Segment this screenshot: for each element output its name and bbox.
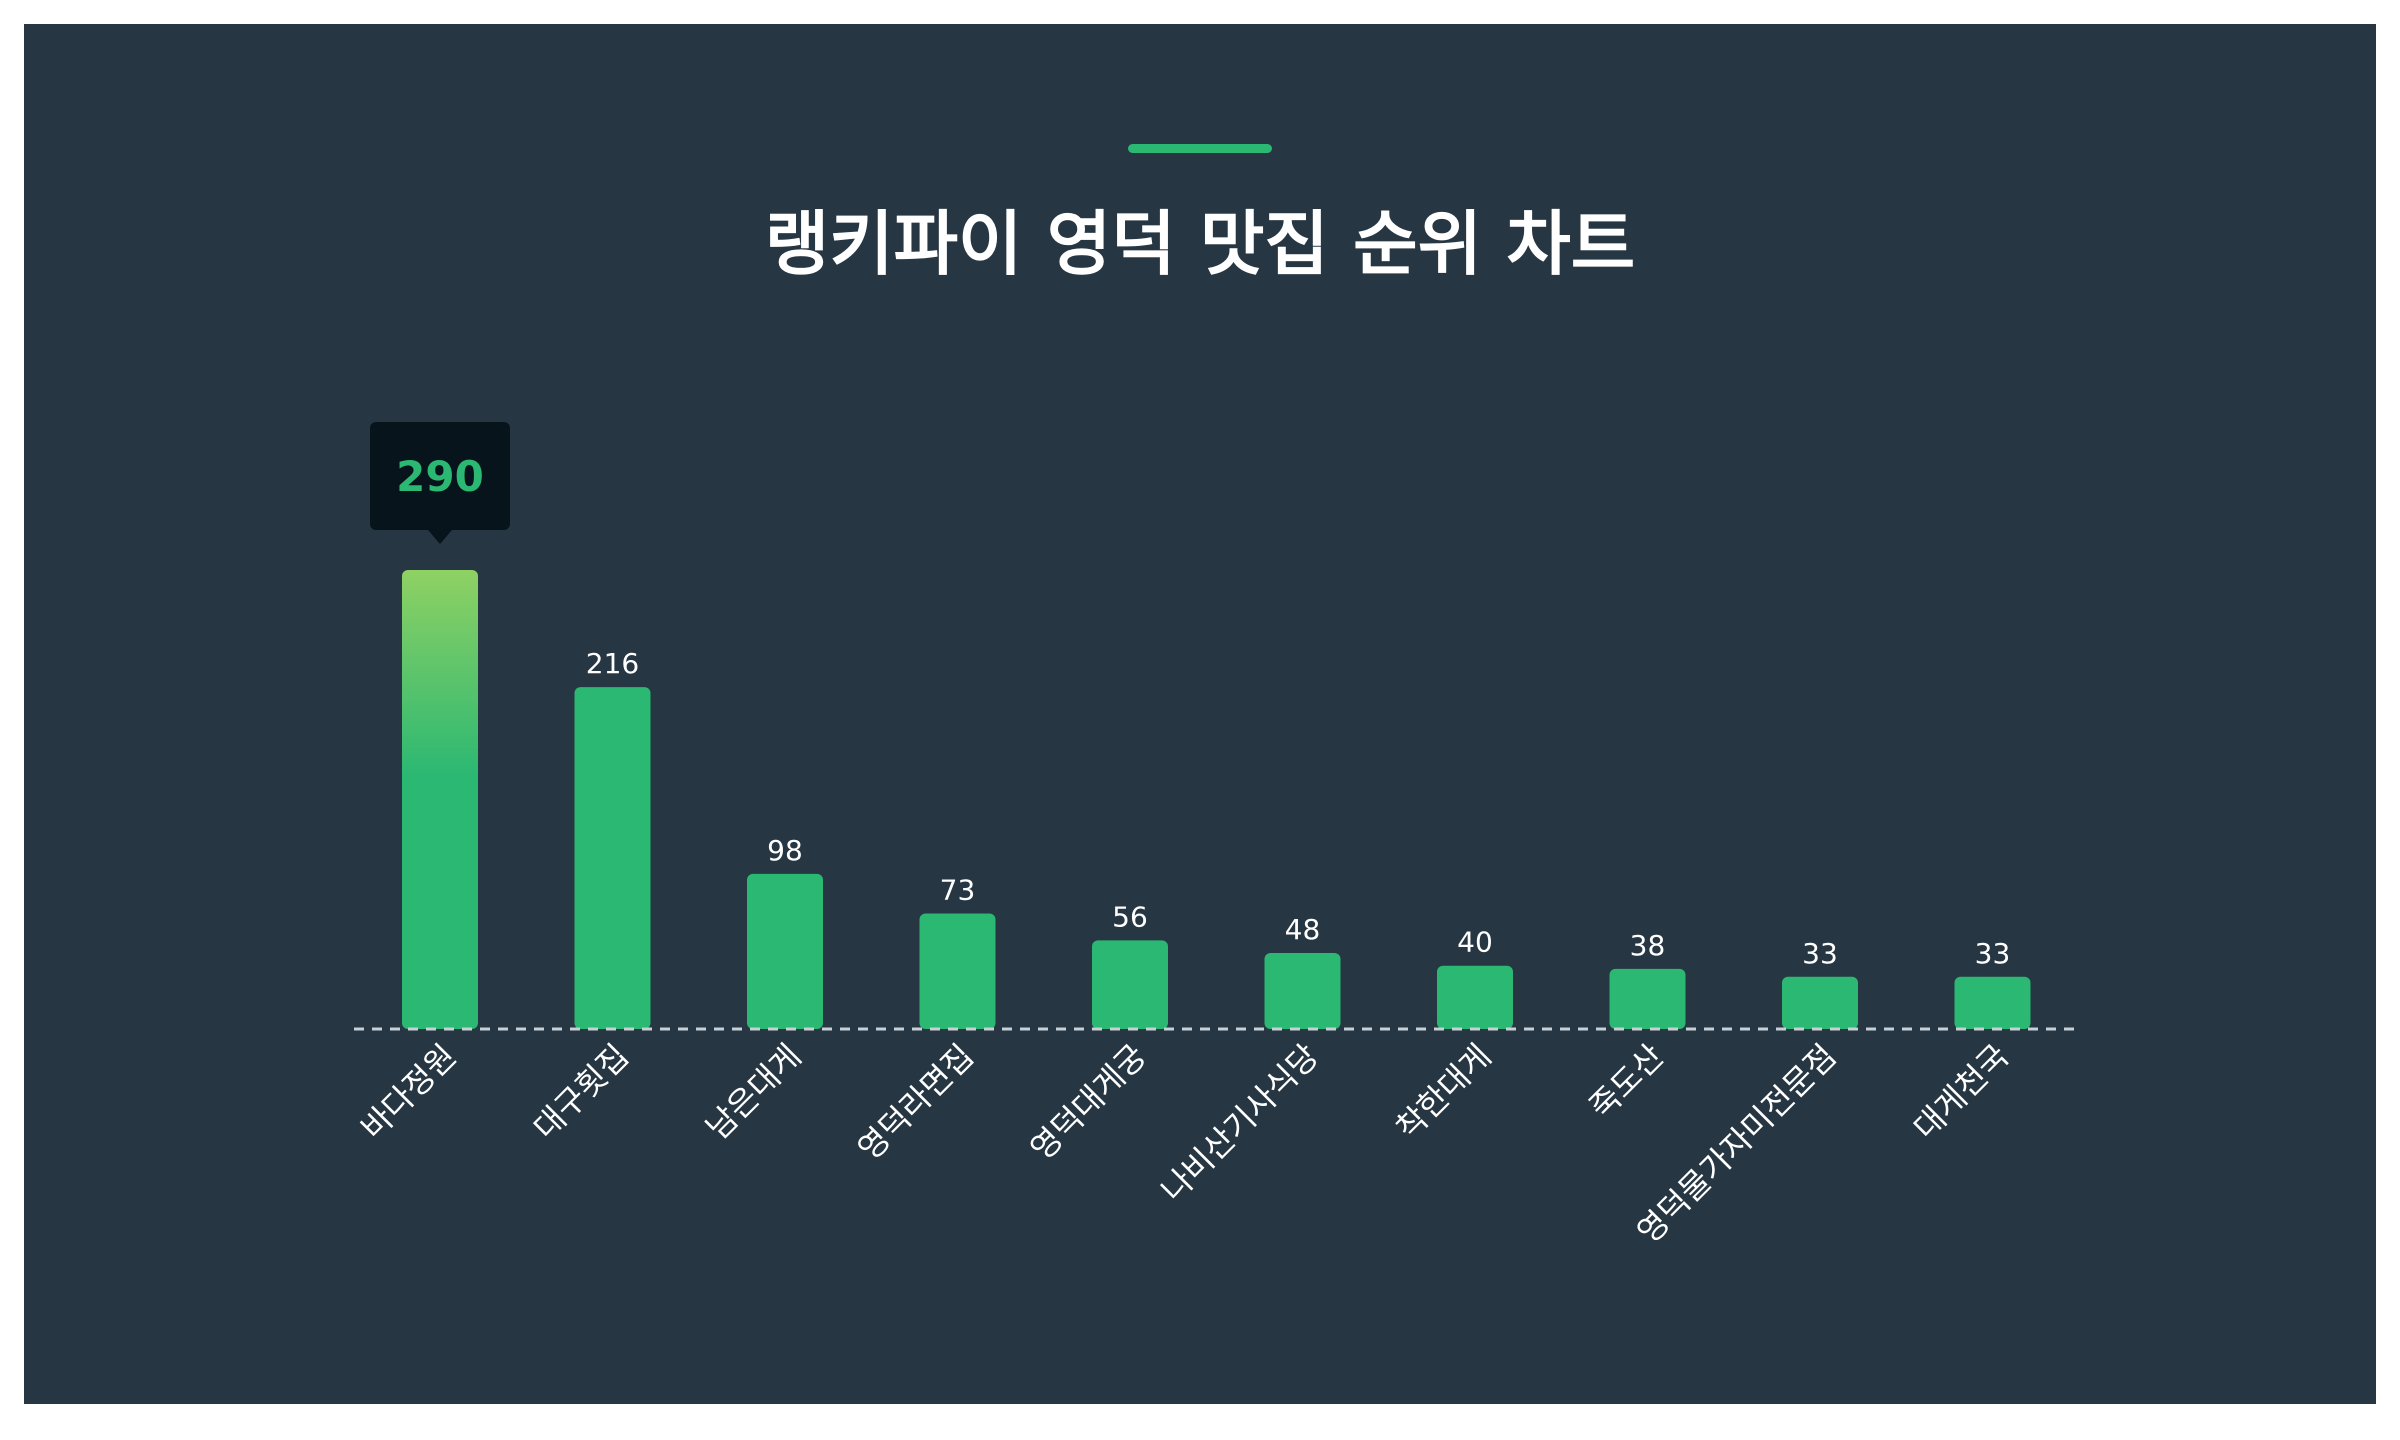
value-label-4: 73 [940, 873, 976, 906]
category-label-4: 영덕라면집 [850, 1037, 981, 1168]
category-label-3: 남은대게 [699, 1037, 809, 1147]
bar-3[interactable] [747, 873, 823, 1029]
bar-chart: 290 바다정원 216 대구횟집 98 남은대게 73 영덕라면집 56 영덕대게궁 48 나비산기… [354, 422, 2076, 1251]
value-label-7: 40 [1457, 926, 1493, 959]
chart-card: 랭키파이 영덕 맛집 순위 차트 290 바다정원 216 대구횟집 98 남은대게 73 영… [24, 24, 2376, 1404]
category-label-1: 바다정원 [354, 1037, 464, 1147]
bar-4[interactable] [919, 913, 996, 1029]
category-label-8: 죽도산 [1582, 1037, 1671, 1126]
bar-6[interactable] [1264, 953, 1341, 1029]
category-label-2: 대구횟집 [526, 1037, 636, 1147]
value-label-8: 38 [1630, 929, 1666, 962]
category-label-6: 나비산기사식당 [1154, 1037, 1327, 1210]
category-label-7: 착한대게 [1389, 1037, 1499, 1147]
tooltip-pointer [428, 530, 452, 544]
tooltip-value: 290 [396, 452, 484, 501]
bar-9[interactable] [1782, 976, 1858, 1029]
category-label-5: 영덕대게궁 [1023, 1037, 1154, 1168]
value-label-3: 98 [767, 834, 803, 867]
bar-7[interactable] [1437, 965, 1513, 1029]
bars-group [402, 570, 2031, 1029]
bar-10[interactable] [1954, 976, 2031, 1029]
category-label-10: 대게천국 [1906, 1037, 2016, 1147]
bar-8[interactable] [1609, 968, 1686, 1029]
title-accent-line [1128, 144, 1272, 153]
value-label-9: 33 [1802, 937, 1838, 970]
bar-5[interactable] [1092, 940, 1168, 1029]
value-label-5: 56 [1112, 900, 1148, 933]
value-label-10: 33 [1975, 937, 2011, 970]
tooltip-box [370, 422, 510, 530]
value-label-6: 48 [1285, 913, 1321, 946]
bar-2[interactable] [574, 687, 651, 1029]
bar-1[interactable] [402, 570, 478, 1029]
chart-title: 랭키파이 영덕 맛집 순위 차트 [764, 203, 1636, 285]
value-label-2: 216 [586, 647, 639, 680]
